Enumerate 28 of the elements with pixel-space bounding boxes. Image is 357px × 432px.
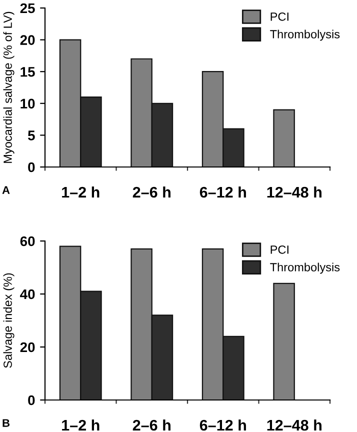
y-axis-title: Myocardial salvage (% of LV): [3, 12, 14, 163]
x-tick-label: 12–48 h: [267, 419, 322, 431]
y-tick-label: 40: [20, 289, 35, 300]
y-tick-label: 25: [20, 3, 35, 14]
legend-label: PCI: [270, 245, 288, 254]
y-tick-label: 60: [20, 236, 35, 246]
x-tick-label: 12–48 h: [267, 186, 322, 198]
y-tick-label: 10: [20, 98, 35, 109]
legend-label: PCI: [270, 12, 288, 21]
y-tick-label: 20: [20, 35, 35, 45]
y-tick-label: 0: [28, 395, 35, 406]
y-tick-label: 15: [20, 67, 35, 77]
legend-label: Thrombolysis: [270, 262, 340, 274]
y-tick-label: 20: [20, 342, 35, 352]
bar: [273, 109, 295, 167]
x-tick-label: 2–6 h: [132, 419, 170, 431]
text: B: [2, 419, 10, 427]
x-tick-label: 1–2 h: [62, 186, 100, 198]
x-tick-label: 1–2 h: [62, 419, 100, 431]
legend-label: Thrombolysis: [270, 30, 340, 41]
y-tick-label: 0: [28, 162, 35, 172]
text: A: [2, 186, 10, 194]
y-tick-label: 5: [28, 130, 35, 140]
x-tick-label: 2–6 h: [132, 186, 170, 198]
x-tick-label: 6–12 h: [200, 419, 246, 431]
bar: [273, 282, 295, 400]
x-tick-label: 6–12 h: [200, 186, 246, 198]
y-axis-title: Salvage index (%): [3, 273, 14, 368]
